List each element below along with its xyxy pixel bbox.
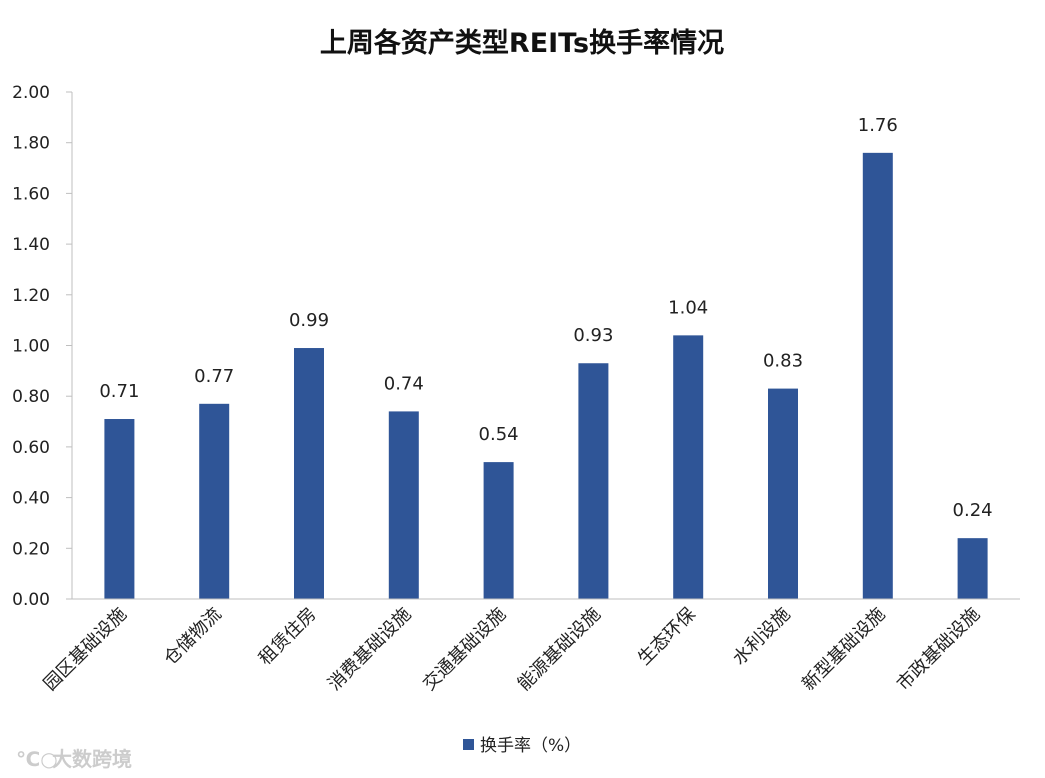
watermark: ℃○ 大数跨境 [16, 747, 132, 771]
data-label: 0.93 [573, 325, 613, 346]
bars [104, 152, 988, 599]
x-tick-label: 水利设施 [729, 604, 795, 670]
x-tick-label: 交通基础设施 [419, 604, 510, 695]
data-label: 0.24 [953, 500, 993, 521]
y-tick-label: 0.60 [12, 438, 50, 458]
y-tick-label: 0.80 [12, 387, 50, 407]
bar [673, 335, 704, 599]
y-tick-label: 0.40 [12, 489, 50, 509]
bar [768, 388, 798, 599]
x-tick-label: 市政基础设施 [893, 604, 984, 695]
data-label: 0.99 [289, 310, 329, 331]
bar [483, 462, 514, 599]
bar [862, 152, 893, 599]
legend: 换手率（%） [463, 736, 581, 756]
y-tick-label: 0.00 [12, 590, 50, 610]
x-tick-label: 园区基础设施 [40, 604, 131, 695]
bar [957, 538, 988, 599]
x-tick-label: 新型基础设施 [798, 604, 889, 695]
y-tick-label: 0.20 [12, 539, 50, 559]
x-tick-label: 仓储物流 [160, 604, 226, 670]
x-axis: 园区基础设施 仓储物流 租赁住房 消费基础设施 交通基础设施 能源基础设施 生态环保 水利设施… [40, 598, 1020, 695]
bar [578, 363, 609, 599]
chart-title: 上周各资产类型REITs换手率情况 [320, 27, 724, 59]
x-tick-label: 消费基础设施 [324, 604, 415, 695]
y-tick-label: 1.20 [12, 286, 50, 306]
y-tick-label: 2.00 [12, 83, 50, 103]
data-label: 0.77 [194, 366, 234, 387]
data-label: 1.76 [858, 115, 898, 136]
data-label: 0.74 [384, 373, 424, 394]
x-tick-label: 生态环保 [634, 604, 700, 670]
legend-swatch [463, 739, 474, 750]
x-tick-label: 能源基础设施 [514, 604, 605, 695]
x-tick-label: 租赁住房 [255, 604, 321, 670]
y-axis: 0.00 0.20 0.40 0.60 0.80 1.00 1.20 1.40 1.60 1.80… [12, 83, 73, 610]
bar [388, 411, 419, 599]
y-tick-label: 1.60 [12, 184, 50, 204]
data-label: 1.04 [668, 297, 708, 318]
legend-label: 换手率（%） [480, 736, 581, 756]
y-tick-label: 1.80 [12, 134, 50, 154]
bar [199, 403, 230, 599]
data-labels: 0.71 0.77 0.99 0.74 0.54 0.93 1.04 0.83 1.76 0.24 [99, 115, 992, 521]
data-label: 0.71 [99, 381, 139, 402]
bar [294, 348, 324, 599]
bar [104, 419, 135, 599]
watermark-text: 大数跨境 [52, 747, 132, 771]
y-tick-label: 1.40 [12, 235, 50, 255]
watermark-logo-glyph: ℃○ [16, 747, 58, 771]
data-label: 0.83 [763, 351, 803, 372]
y-tick-label: 1.00 [12, 337, 50, 357]
data-label: 0.54 [479, 424, 519, 445]
